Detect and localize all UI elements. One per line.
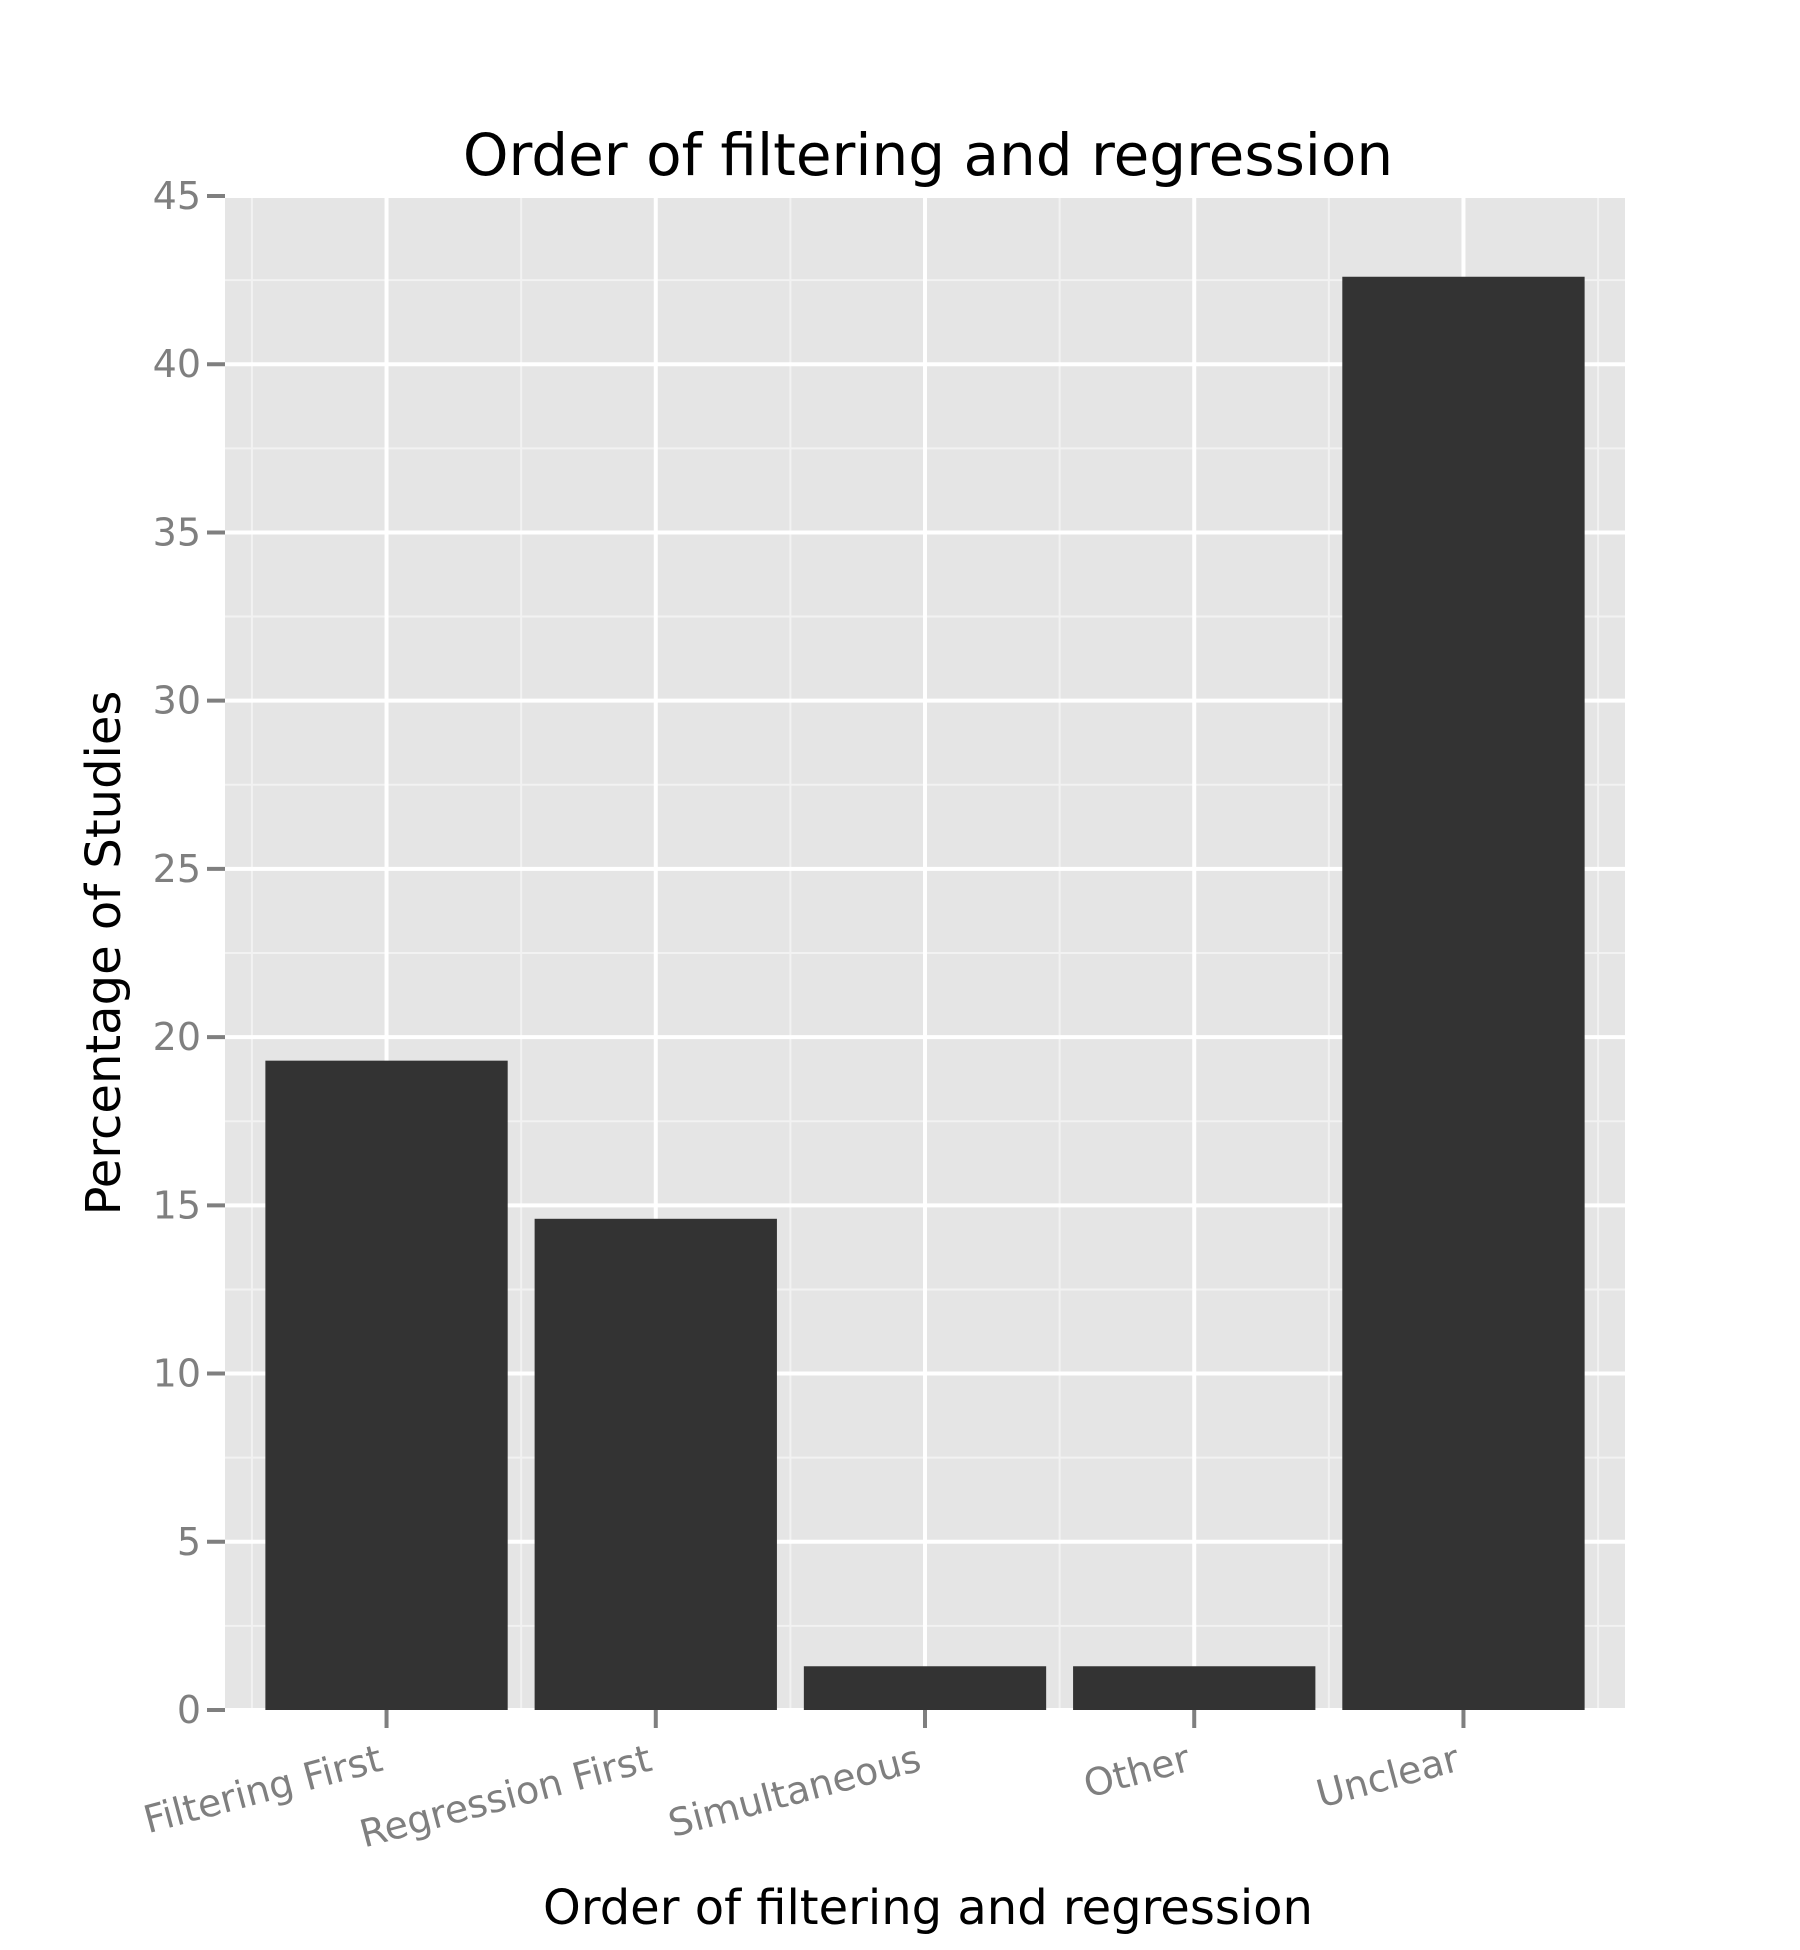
bar: [1073, 1666, 1316, 1710]
x-tick-label: Other: [1079, 1736, 1195, 1807]
bar: [534, 1218, 777, 1710]
y-axis-title: Percentage of Studies: [76, 691, 132, 1216]
y-tick-label: 15: [153, 1183, 201, 1227]
y-tick-label: 25: [153, 847, 201, 891]
bar: [803, 1666, 1047, 1710]
y-tick-label: 30: [153, 679, 201, 723]
y-tick-label: 40: [153, 342, 201, 386]
y-tick-label: 5: [177, 1520, 201, 1564]
y-tick-label: 0: [177, 1688, 201, 1732]
x-tick-label: Regression First: [355, 1736, 656, 1856]
y-tick-label: 20: [153, 1015, 201, 1059]
y-tick-label: 35: [153, 510, 201, 554]
y-axis: 0 5 10 15 20 25 30 35 40 45: [153, 174, 225, 1732]
bar: [265, 1060, 508, 1710]
x-axis-title: Order of filtering and regression: [543, 1880, 1313, 1936]
bar: [1342, 276, 1585, 1710]
y-tick-label: 45: [153, 174, 201, 218]
x-tick-label: Filtering First: [139, 1736, 387, 1842]
x-tick-label: Simultaneous: [664, 1736, 926, 1846]
y-tick-label: 10: [153, 1352, 201, 1396]
chart-title: Order of filtering and regression: [463, 121, 1393, 189]
bars: [265, 276, 1585, 1710]
x-tick-label: Unclear: [1312, 1736, 1464, 1816]
